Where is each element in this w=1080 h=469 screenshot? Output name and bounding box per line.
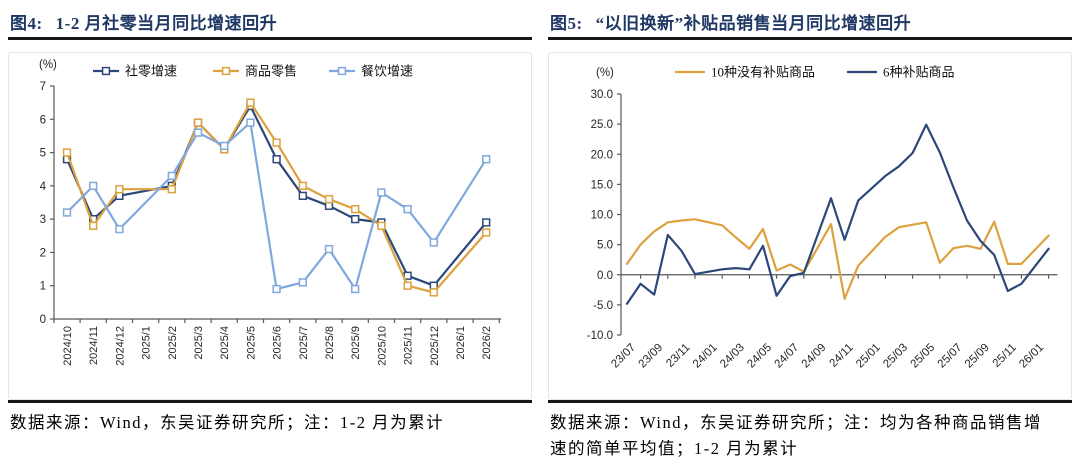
svg-text:25/11: 25/11 [991, 342, 1019, 370]
svg-text:0.0: 0.0 [597, 270, 613, 282]
svg-text:20.0: 20.0 [591, 149, 613, 161]
legend-label: 10种没有补贴商品 [711, 65, 815, 80]
svg-text:30.0: 30.0 [591, 89, 613, 101]
legend-item: 10种没有补贴商品 [675, 65, 815, 80]
figure-5-caption: 数据来源：Wind，东吴证券研究所；注：均为各种商品销售增速的简单平均值；1-2… [550, 413, 1042, 459]
svg-text:-5.0: -5.0 [593, 300, 613, 312]
svg-text:2024/10: 2024/10 [62, 326, 74, 366]
svg-text:2025/10: 2025/10 [376, 326, 388, 366]
legend-label: 餐饮增速 [361, 64, 413, 79]
svg-text:5.0: 5.0 [597, 240, 613, 252]
svg-text:25/01: 25/01 [854, 342, 883, 371]
svg-text:23/09: 23/09 [636, 342, 665, 371]
svg-text:26/01: 26/01 [1017, 342, 1046, 371]
svg-text:0: 0 [40, 314, 46, 326]
figure-5-title: 图5: “以旧换新”补贴品销售当月同比增速回升 [550, 9, 911, 34]
axis-unit-label: (%) [596, 67, 614, 79]
legend-item: 6种补贴商品 [847, 65, 955, 80]
title-rule [8, 37, 532, 40]
series-商品零售 [62, 98, 491, 297]
legend: 社零增速 商品零售 餐饮增速 [93, 64, 413, 79]
svg-text:6: 6 [40, 114, 46, 126]
figure-4-caption: 数据来源：Wind，东吴证券研究所；注：1-2 月为累计 [10, 413, 445, 432]
figure-5: 图5: “以旧换新”补贴品销售当月同比增速回升 -10.0 -5.0 0.0 5.0 10… [548, 0, 1072, 469]
axes [50, 85, 502, 323]
svg-text:2025/1: 2025/1 [141, 326, 153, 360]
legend-item: 餐饮增速 [329, 64, 413, 79]
svg-text:24/11: 24/11 [827, 342, 855, 370]
figure-4-title-text: 1-2 月社零当月同比增速回升 [55, 14, 278, 33]
caption-rule [548, 400, 1072, 403]
svg-text:2024/11: 2024/11 [88, 326, 100, 365]
svg-text:25.0: 25.0 [591, 119, 613, 131]
svg-text:2025/5: 2025/5 [245, 326, 257, 360]
svg-text:25/07: 25/07 [936, 342, 965, 371]
svg-text:2025/4: 2025/4 [219, 326, 231, 360]
svg-text:2025/8: 2025/8 [324, 326, 336, 360]
legend-item: 商品零售 [213, 64, 297, 79]
svg-text:25/03: 25/03 [881, 342, 910, 371]
svg-text:2025/2: 2025/2 [167, 326, 179, 360]
figure-4-label: 图4: [10, 14, 43, 33]
title-rule [548, 37, 1072, 40]
legend-item: 社零增速 [93, 64, 177, 79]
svg-text:4: 4 [40, 181, 47, 193]
x-axis-labels: 2024/10 2024/11 2024/12 2025/1 2025/2 2025/3 2… [62, 326, 493, 366]
subsidized-goods-sales-chart: -10.0 -5.0 0.0 5.0 10.0 15.0 20.0 25.0 30.0 (%) 23… [587, 65, 1058, 371]
axis-unit-label: (%) [39, 59, 57, 71]
svg-text:23/07: 23/07 [609, 342, 638, 371]
svg-text:2025/6: 2025/6 [272, 326, 284, 360]
legend: 10种没有补贴商品 6种补贴商品 [675, 65, 955, 80]
svg-text:25/09: 25/09 [963, 342, 992, 371]
svg-text:2: 2 [40, 247, 46, 259]
svg-text:2025/3: 2025/3 [193, 326, 205, 360]
figure-4-title: 图4: 1-2 月社零当月同比增速回升 [10, 9, 277, 34]
svg-text:24/05: 24/05 [745, 342, 774, 371]
svg-text:2026/2: 2026/2 [481, 326, 493, 360]
svg-text:1: 1 [40, 281, 46, 293]
svg-text:24/01: 24/01 [691, 342, 720, 371]
svg-text:25/05: 25/05 [908, 342, 937, 371]
chart-box: -10.0 -5.0 0.0 5.0 10.0 15.0 20.0 25.0 30.0 (%) 23… [548, 52, 1072, 400]
figure-5-label: 图5: [550, 14, 583, 33]
svg-text:2025/7: 2025/7 [298, 326, 310, 360]
svg-text:24/03: 24/03 [718, 342, 747, 371]
svg-text:3: 3 [40, 214, 46, 226]
figure-5-title-text: “以旧换新”补贴品销售当月同比增速回升 [595, 14, 912, 33]
svg-text:7: 7 [40, 81, 46, 93]
svg-text:-10.0: -10.0 [587, 330, 613, 342]
svg-text:24/07: 24/07 [772, 342, 801, 371]
series-6种补贴商品 [625, 123, 1050, 305]
legend-label: 6种补贴商品 [883, 65, 955, 80]
series-社零增速 [62, 101, 491, 290]
y-axis-labels: -10.0 -5.0 0.0 5.0 10.0 15.0 20.0 25.0 30.0 [587, 89, 613, 342]
caption-rule [8, 400, 532, 403]
svg-text:24/09: 24/09 [800, 342, 829, 371]
chart-box: 0 1 2 3 4 5 6 7 (%) 2024/10 2024/11 2024/12 2025/1 20… [8, 52, 532, 400]
svg-text:5: 5 [40, 148, 46, 160]
figure-4: 图4: 1-2 月社零当月同比增速回升 0 1 2 3 4 5 6 7 (%) 2024/10 202… [8, 0, 532, 469]
svg-text:2026/1: 2026/1 [455, 326, 467, 360]
series-餐饮增速 [62, 118, 491, 294]
y-axis-labels: 0 1 2 3 4 5 6 7 [40, 81, 47, 326]
legend-label: 商品零售 [245, 64, 297, 79]
svg-text:23/11: 23/11 [664, 342, 692, 370]
x-axis-labels: 23/0723/0923/1124/0124/0324/0524/0724/09… [609, 342, 1046, 371]
svg-text:2025/9: 2025/9 [350, 326, 362, 360]
svg-text:2024/12: 2024/12 [114, 326, 126, 366]
svg-text:2025/12: 2025/12 [429, 326, 441, 366]
svg-text:2025/11: 2025/11 [403, 326, 415, 365]
legend-label: 社零增速 [125, 64, 177, 79]
svg-text:15.0: 15.0 [591, 179, 613, 191]
series-10种没有补贴商品 [625, 218, 1050, 300]
svg-text:10.0: 10.0 [591, 210, 613, 222]
